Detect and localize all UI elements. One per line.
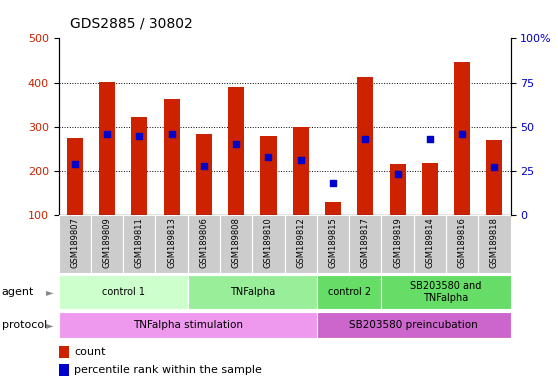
Bar: [99, 82, 115, 215]
Text: GSM189811: GSM189811: [135, 217, 144, 268]
Bar: [187, 275, 317, 309]
Bar: [382, 215, 413, 273]
Bar: [66, 138, 83, 215]
Bar: [91, 215, 123, 273]
Point: [103, 131, 112, 137]
Bar: [389, 164, 406, 215]
Point: [329, 180, 338, 186]
Text: GSM189813: GSM189813: [167, 217, 176, 268]
Text: agent: agent: [2, 287, 34, 297]
Bar: [382, 275, 511, 309]
Bar: [413, 215, 446, 273]
Text: GSM189808: GSM189808: [232, 217, 240, 268]
Bar: [325, 202, 341, 215]
Text: TNFalpha: TNFalpha: [230, 287, 275, 297]
Bar: [187, 215, 220, 273]
Point: [135, 132, 144, 139]
Bar: [59, 275, 187, 309]
Bar: [446, 215, 478, 273]
Bar: [59, 313, 317, 338]
Bar: [261, 136, 277, 215]
Point: [199, 162, 208, 169]
Bar: [317, 275, 382, 309]
Text: GSM189809: GSM189809: [103, 217, 112, 268]
Text: GSM189817: GSM189817: [361, 217, 370, 268]
Point: [167, 131, 176, 137]
Text: TNFalpha stimulation: TNFalpha stimulation: [133, 320, 243, 331]
Text: count: count: [74, 347, 106, 357]
Text: SB203580 preincubation: SB203580 preincubation: [349, 320, 478, 331]
Bar: [59, 364, 69, 376]
Text: GDS2885 / 30802: GDS2885 / 30802: [70, 17, 193, 31]
Bar: [196, 134, 212, 215]
Point: [296, 157, 305, 163]
Bar: [252, 215, 285, 273]
Text: percentile rank within the sample: percentile rank within the sample: [74, 365, 262, 375]
Point: [425, 136, 434, 142]
Text: GSM189814: GSM189814: [425, 217, 434, 268]
Bar: [123, 215, 156, 273]
Text: GSM189810: GSM189810: [264, 217, 273, 268]
Bar: [292, 127, 309, 215]
Text: ►: ►: [46, 287, 53, 297]
Text: SB203580 and
TNFalpha: SB203580 and TNFalpha: [410, 281, 482, 303]
Bar: [163, 99, 180, 215]
Bar: [317, 215, 349, 273]
Text: GSM189818: GSM189818: [490, 217, 499, 268]
Text: GSM189816: GSM189816: [458, 217, 466, 268]
Bar: [228, 87, 244, 215]
Point: [264, 154, 273, 160]
Point: [393, 171, 402, 177]
Bar: [454, 62, 470, 215]
Point: [232, 141, 240, 147]
Point: [490, 164, 499, 170]
Point: [361, 136, 370, 142]
Point: [458, 131, 466, 137]
Bar: [487, 140, 503, 215]
Bar: [349, 215, 382, 273]
Point: [70, 161, 79, 167]
Bar: [220, 215, 252, 273]
Bar: [131, 117, 147, 215]
Bar: [478, 215, 511, 273]
Bar: [357, 77, 373, 215]
Bar: [422, 163, 438, 215]
Bar: [317, 313, 511, 338]
Text: GSM189806: GSM189806: [199, 217, 208, 268]
Bar: [59, 346, 69, 358]
Text: ►: ►: [46, 320, 53, 331]
Bar: [59, 215, 91, 273]
Bar: [285, 215, 317, 273]
Bar: [156, 215, 187, 273]
Text: GSM189812: GSM189812: [296, 217, 305, 268]
Text: protocol: protocol: [2, 320, 47, 331]
Text: control 1: control 1: [102, 287, 145, 297]
Text: GSM189819: GSM189819: [393, 217, 402, 268]
Text: GSM189815: GSM189815: [329, 217, 338, 268]
Text: control 2: control 2: [328, 287, 371, 297]
Text: GSM189807: GSM189807: [70, 217, 79, 268]
